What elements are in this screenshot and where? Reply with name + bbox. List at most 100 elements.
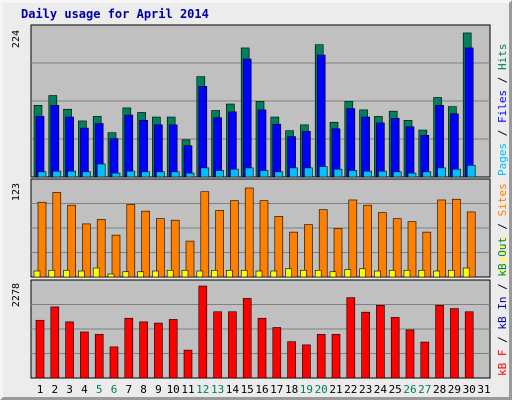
x-tick-label: 1 <box>37 383 44 396</box>
legend-files: Files <box>496 90 509 123</box>
bar-files <box>435 105 444 178</box>
legend-sep: / <box>496 216 509 236</box>
bar-files <box>124 114 134 178</box>
bar-pages <box>304 167 313 178</box>
bar-sites <box>289 231 298 278</box>
bar-kbf <box>168 319 178 379</box>
bar-visits <box>314 269 322 278</box>
x-tick-label: 3 <box>66 383 73 396</box>
bar-kbf <box>257 317 267 379</box>
bar-sites <box>244 187 254 278</box>
x-tick-label: 10 <box>167 383 180 396</box>
bar-files <box>316 54 326 178</box>
legend-visits-sites: Visits / Sites <box>496 183 509 276</box>
bar-kbf <box>390 317 400 379</box>
bar-visits <box>388 269 396 278</box>
bar-files <box>361 116 370 178</box>
x-tick-label: 25 <box>389 383 402 396</box>
bar-visits <box>92 267 100 278</box>
bar-pages <box>215 170 224 178</box>
bar-kbf <box>198 285 208 379</box>
legend-pages: Pages <box>496 143 509 176</box>
x-tick-label: 12 <box>196 383 209 396</box>
bar-pages <box>452 168 461 178</box>
bar-pages <box>141 171 150 178</box>
bar-kbf <box>65 321 74 379</box>
bar-pages <box>82 171 91 178</box>
bar-visits <box>329 271 337 278</box>
bar-pages <box>348 170 358 178</box>
bar-pages <box>96 163 106 178</box>
bar-sites <box>392 218 402 278</box>
bar-sites <box>141 210 150 278</box>
x-tick-label: 24 <box>374 383 388 396</box>
bar-pages <box>111 172 121 178</box>
bar-visits <box>211 269 218 278</box>
bar-sites <box>185 240 195 278</box>
bar-pages <box>170 171 180 178</box>
bar-files <box>168 124 178 178</box>
bar-kbf <box>272 327 282 379</box>
bar-kbf <box>405 329 415 379</box>
x-tick-label: 13 <box>211 383 224 396</box>
x-tick-label: 6 <box>111 383 118 396</box>
bar-sites <box>363 204 372 278</box>
y-max-label-kb: 2278 <box>11 283 22 307</box>
bar-sites <box>318 209 328 278</box>
bar-visits <box>374 270 381 278</box>
bar-sites <box>200 191 210 278</box>
bar-visits <box>226 269 233 278</box>
bar-files <box>183 145 193 178</box>
x-tick-label: 8 <box>140 383 147 396</box>
bar-files <box>198 86 208 178</box>
bar-visits <box>344 269 352 278</box>
bar-sites <box>111 234 121 278</box>
x-tick-label: 19 <box>300 383 313 396</box>
bar-kbf <box>376 305 385 379</box>
bar-files <box>376 122 385 178</box>
bar-pages <box>378 170 387 178</box>
bar-sites <box>230 200 239 278</box>
bar-visits <box>181 269 189 278</box>
bar-sites <box>407 221 417 278</box>
bar-kbf <box>35 319 45 379</box>
bar-pages <box>392 171 402 178</box>
bar-files <box>464 47 474 178</box>
bar-files <box>154 124 163 178</box>
y-max-label-hits: 224 <box>11 30 22 48</box>
bar-files <box>213 117 222 178</box>
legend-sep: / <box>496 330 509 350</box>
bar-kbf <box>242 298 252 379</box>
legend-sites: Sites <box>496 183 509 216</box>
bar-visits <box>196 270 204 278</box>
bar-visits <box>433 270 440 278</box>
bar-pages <box>259 170 269 178</box>
bar-visits <box>359 268 366 278</box>
bar-kbf <box>109 346 119 379</box>
bar-sites <box>452 198 461 278</box>
bar-kbf <box>331 334 341 379</box>
bar-pages <box>244 167 254 178</box>
bar-files <box>65 116 74 178</box>
x-tick-label: 27 <box>418 383 431 396</box>
bar-sites <box>126 204 136 278</box>
x-tick-label: 30 <box>463 383 476 396</box>
bar-kbf <box>361 311 370 379</box>
legend-kbin: kB In <box>496 297 509 330</box>
bar-visits <box>270 270 278 278</box>
bar-sites <box>466 211 476 278</box>
bar-pages <box>185 172 195 178</box>
x-tick-label: 17 <box>270 383 283 396</box>
bar-pages <box>437 167 446 178</box>
bar-pages <box>126 170 136 178</box>
bar-files <box>80 127 89 178</box>
bar-visits <box>300 269 307 278</box>
x-tick-label: 4 <box>81 383 88 396</box>
bar-files <box>346 108 356 178</box>
bar-kbf <box>80 331 89 379</box>
bar-files <box>242 58 252 178</box>
bar-sites <box>304 224 313 278</box>
bar-visits <box>78 270 85 278</box>
bar-visits <box>48 269 56 278</box>
